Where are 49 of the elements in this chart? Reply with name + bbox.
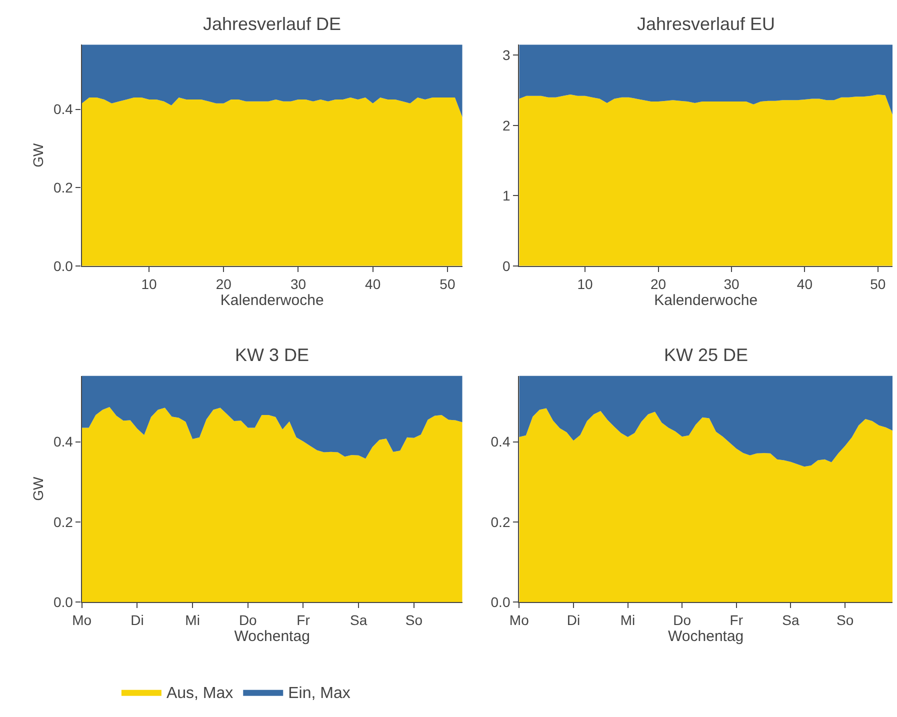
x-tick-label: Di [566, 612, 580, 628]
x-tick-label: Mo [509, 612, 530, 628]
x-tick-label: Do [673, 612, 692, 628]
x-tick-label: 30 [290, 276, 306, 292]
x-tick-label: Do [238, 612, 258, 628]
x-tick-label: Fr [296, 612, 310, 628]
x-tick-label: 10 [141, 276, 157, 292]
x-axis-title: Kalenderwoche [220, 292, 324, 309]
legend-label: Aus, Max [166, 685, 234, 702]
x-tick-label: 40 [796, 276, 813, 292]
x-tick-label: 30 [724, 276, 740, 292]
x-tick-label: Fr [730, 612, 744, 628]
chart-title: Jahresverlauf DE [203, 14, 342, 34]
y-tick-label: 0.2 [490, 514, 510, 530]
x-tick-label: 40 [365, 276, 381, 292]
x-tick-label: Mi [620, 612, 636, 628]
y-tick-label: 2 [502, 117, 510, 134]
y-axis-title: GW [30, 476, 46, 501]
y-tick-label: 0.2 [53, 514, 74, 530]
legend-label: Ein, Max [288, 685, 350, 702]
y-tick-label: 0.0 [490, 594, 510, 610]
y-tick-label: 3 [502, 47, 510, 64]
chart-title: KW 3 DE [235, 345, 310, 365]
x-tick-label: Mo [72, 612, 92, 628]
y-tick-label: 0.0 [53, 258, 74, 274]
chart-title: Jahresverlauf EU [637, 14, 776, 34]
y-tick-label: 0.0 [53, 594, 74, 610]
x-tick-label: Sa [782, 612, 800, 628]
x-tick-label: So [405, 612, 423, 628]
x-tick-label: 50 [870, 276, 886, 292]
x-axis-title: Wochentag [668, 628, 744, 645]
y-tick-label: 0.4 [490, 434, 510, 450]
x-tick-label: 10 [577, 276, 594, 292]
x-axis-title: Wochentag [234, 628, 310, 645]
y-tick-label: 0.2 [53, 179, 74, 196]
x-tick-label: Sa [350, 612, 368, 628]
chart-title: KW 25 DE [664, 345, 748, 365]
y-tick-label: 0.4 [53, 101, 74, 118]
x-tick-label: Mi [185, 612, 200, 628]
y-axis-title: GW [30, 142, 46, 168]
x-tick-label: 20 [216, 276, 232, 292]
x-tick-label: Di [130, 612, 144, 628]
x-tick-label: So [836, 612, 854, 628]
x-tick-label: 20 [650, 276, 666, 292]
x-axis-title: Kalenderwoche [654, 292, 758, 309]
y-tick-label: 0 [502, 258, 510, 274]
x-tick-label: 50 [440, 276, 456, 292]
y-tick-label: 0.4 [53, 434, 74, 450]
y-tick-label: 1 [502, 188, 510, 204]
